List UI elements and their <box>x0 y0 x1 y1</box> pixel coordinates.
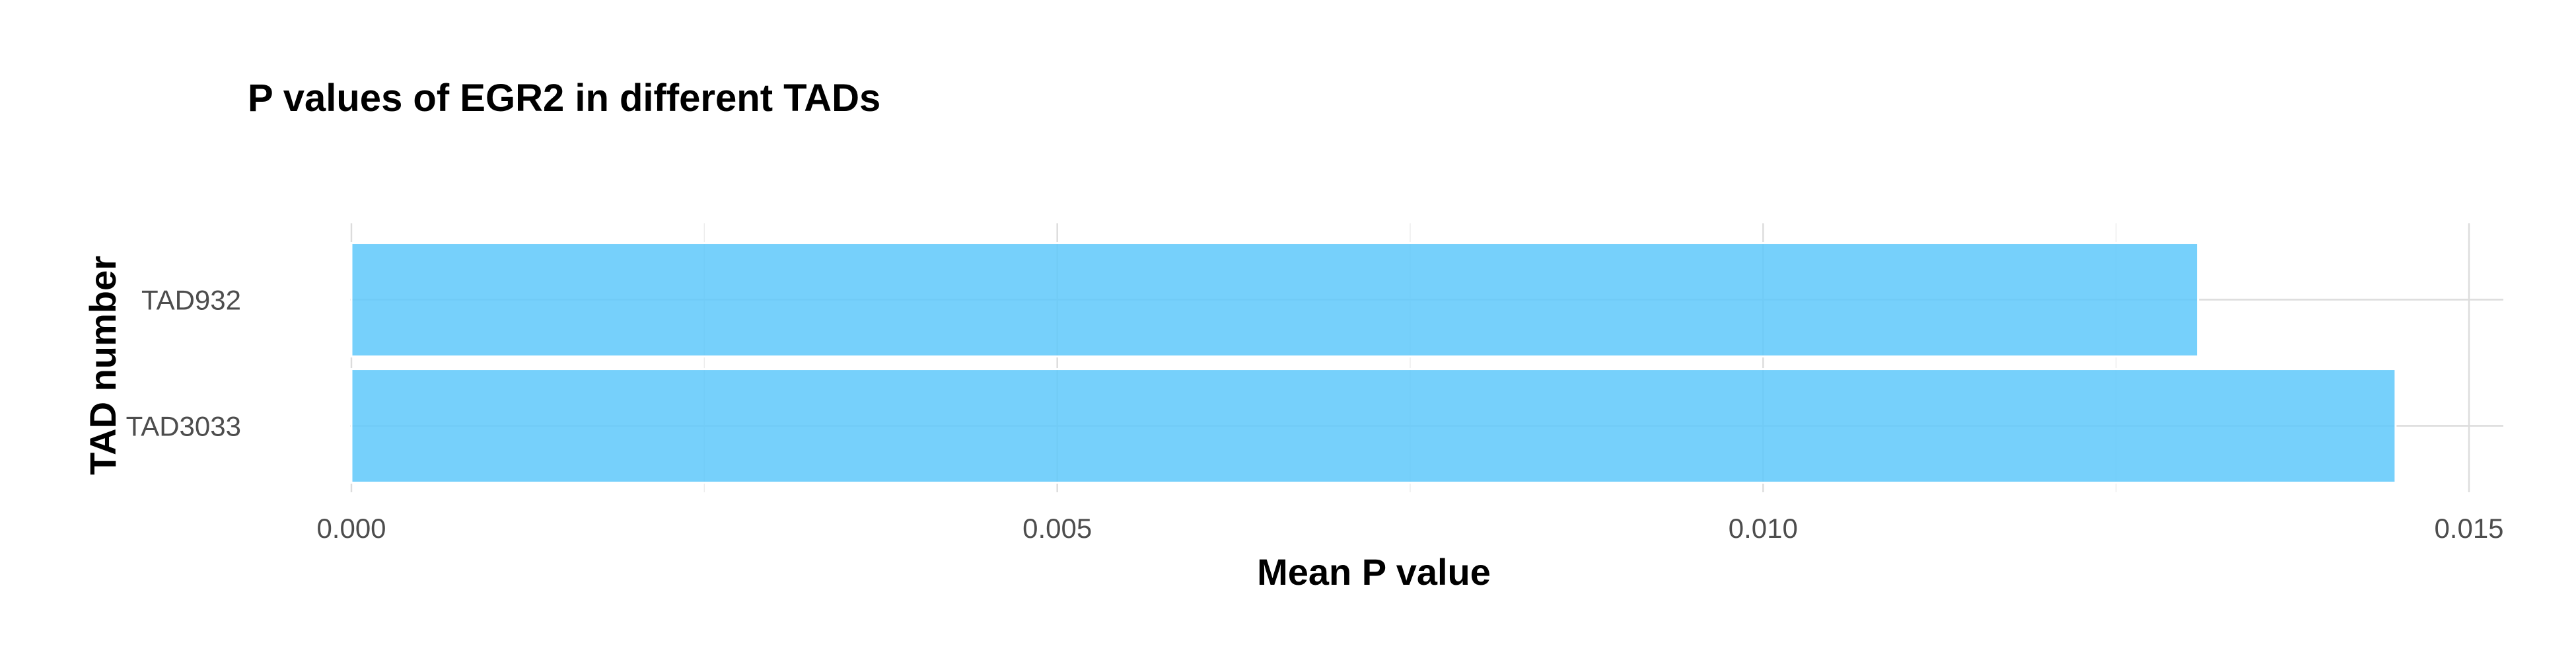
chart-title: P values of EGR2 in different TADs <box>248 77 880 120</box>
x-tick-label: 0.005 <box>1022 513 1092 544</box>
x-axis-ticks: 0.000 0.005 0.010 0.015 <box>316 513 2503 544</box>
x-tick-label: 0.010 <box>1729 513 1798 544</box>
x-axis-title: Mean P value <box>1257 551 1491 593</box>
x-tick-label: 0.000 <box>316 513 386 544</box>
y-tick-label: TAD932 <box>141 285 241 316</box>
bar-tad3033 <box>350 368 2397 484</box>
y-axis-ticks: TAD932 TAD3033 <box>126 285 241 442</box>
x-tick-label: 0.015 <box>2434 513 2503 544</box>
bar-layer <box>350 242 2397 484</box>
y-axis-title: TAD number <box>82 256 124 475</box>
bar-tad932 <box>350 242 2200 357</box>
y-tick-label: TAD3033 <box>126 411 241 442</box>
